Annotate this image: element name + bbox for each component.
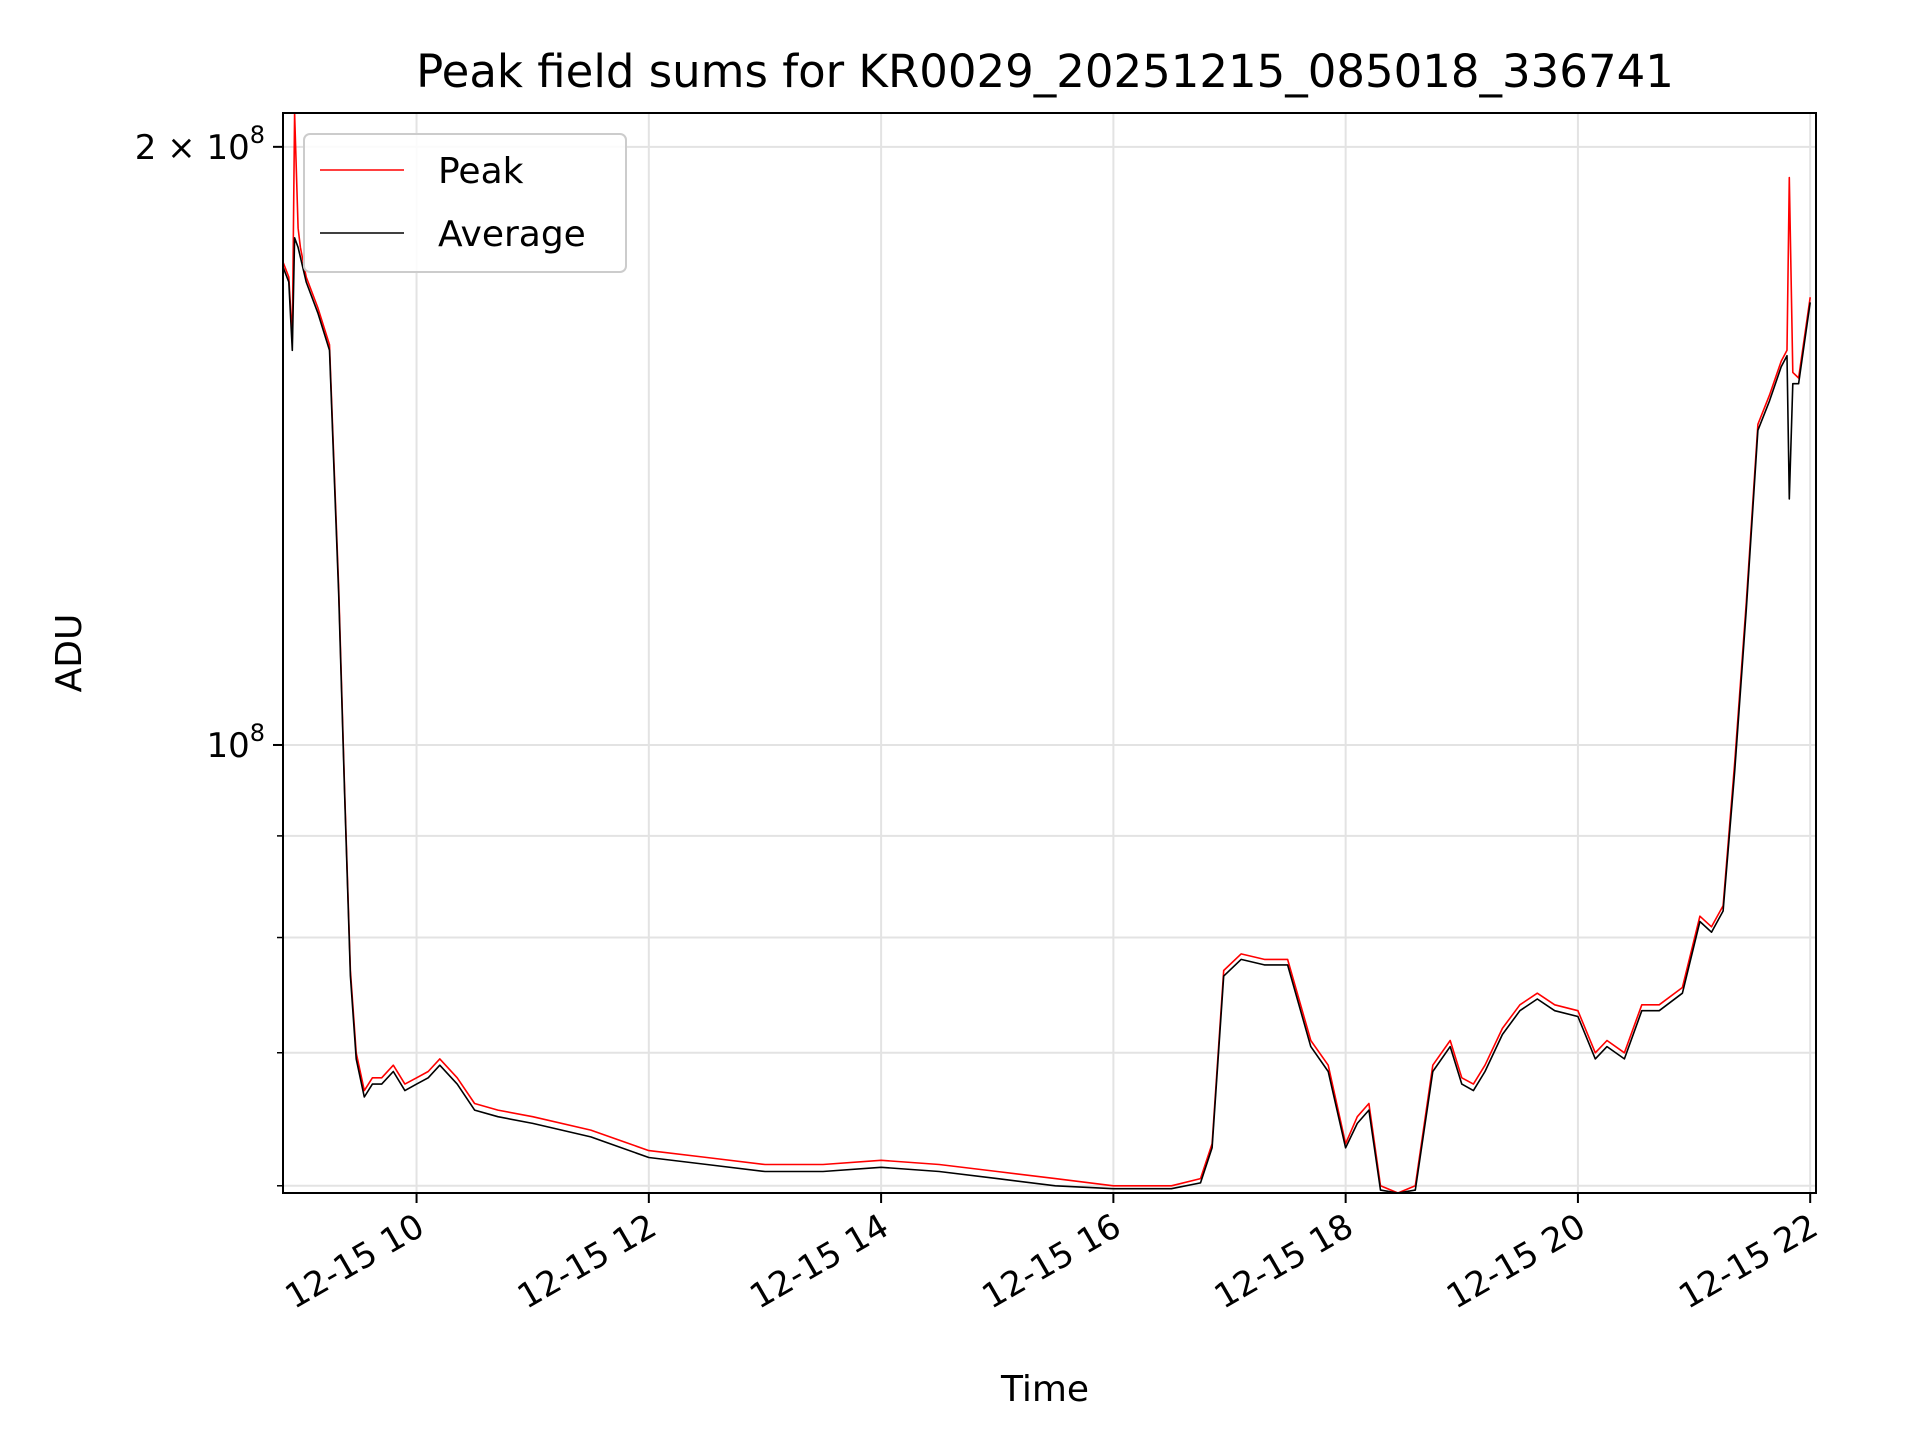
plot-frame [282,112,1817,1194]
legend: Peak Average [303,133,627,273]
y-axis-label: ADU [49,614,90,693]
plot-lines [283,113,1811,1193]
y-tick-label-exponent: 8 [250,121,265,149]
series-line-peak [283,113,1811,1193]
y-tick-label: 2 × 108 [135,121,265,168]
y-tick-label-exponent: 8 [250,719,265,747]
legend-label-peak: Peak [438,151,524,192]
y-tick-label-base: 10 [206,726,249,766]
y-tick-label-base: 2 × 10 [135,128,250,168]
chart-title: Peak field sums for KR0029_20251215_0850… [416,45,1674,98]
legend-label-average: Average [438,214,586,255]
grid [283,113,1816,1193]
x-axis-label: Time [1000,1369,1089,1410]
series-line-average [283,237,1811,1193]
legend-box [303,133,627,273]
y-tick-label: 108 [206,719,265,766]
